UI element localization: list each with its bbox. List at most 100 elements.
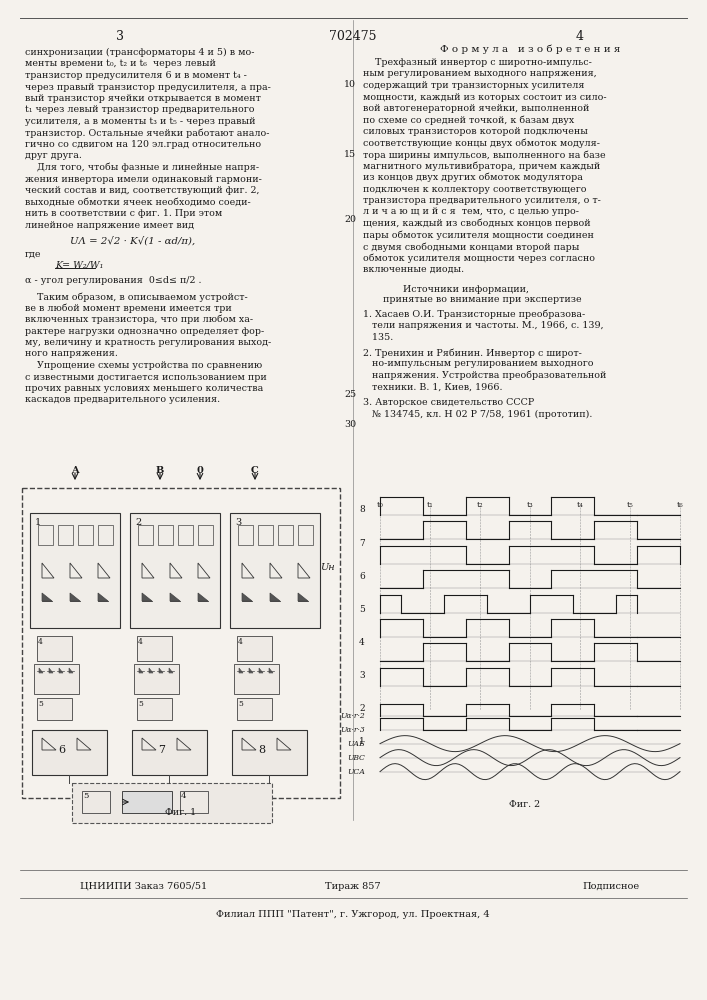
- Text: ным регулированием выходного напряжения,: ным регулированием выходного напряжения,: [363, 70, 597, 79]
- Bar: [234, 664, 279, 694]
- Text: 2. Тренихин и Рябинин. Инвертор с широт-: 2. Тренихин и Рябинин. Инвертор с широт-: [363, 348, 582, 358]
- Text: 5: 5: [238, 700, 243, 708]
- Polygon shape: [198, 593, 208, 601]
- Text: 4: 4: [138, 638, 143, 646]
- Bar: [34, 664, 79, 694]
- Text: Филиал ППП "Патент", г. Ужгород, ул. Проектная, 4: Филиал ППП "Патент", г. Ужгород, ул. Про…: [216, 910, 490, 919]
- Polygon shape: [142, 593, 152, 601]
- Text: прочих равных условиях меньшего количества: прочих равных условиях меньшего количест…: [25, 384, 263, 393]
- Text: 15: 15: [344, 150, 356, 159]
- Polygon shape: [298, 563, 310, 578]
- Text: 702475: 702475: [329, 30, 377, 43]
- Text: 10: 10: [344, 80, 356, 89]
- Text: щения, каждый из свободных концов первой: щения, каждый из свободных концов первой: [363, 219, 590, 229]
- Text: t₀: t₀: [377, 501, 383, 509]
- Text: выходные обмотки ячеек необходимо соеди-: выходные обмотки ячеек необходимо соеди-: [25, 198, 251, 207]
- Bar: [230, 513, 320, 628]
- Bar: [130, 513, 220, 628]
- Bar: [278, 525, 293, 545]
- Text: 1: 1: [359, 737, 365, 746]
- Text: 5: 5: [38, 700, 43, 708]
- Polygon shape: [177, 738, 191, 750]
- Polygon shape: [242, 593, 252, 601]
- Text: ве в любой момент времени имеется три: ве в любой момент времени имеется три: [25, 304, 232, 313]
- Text: с двумя свободными концами второй пары: с двумя свободными концами второй пары: [363, 242, 579, 251]
- Text: магнитного мультивибратора, причем каждый: магнитного мультивибратора, причем кажды…: [363, 161, 600, 171]
- Bar: [137, 698, 172, 720]
- Bar: [78, 525, 93, 545]
- Text: соответствующие концы двух обмоток модуля-: соответствующие концы двух обмоток модул…: [363, 138, 600, 148]
- Text: 1. Хасаев О.И. Транзисторные преобразова-: 1. Хасаев О.И. Транзисторные преобразова…: [363, 310, 585, 319]
- Text: линейное напряжение имеет вид: линейное напряжение имеет вид: [25, 221, 194, 230]
- Bar: [198, 525, 213, 545]
- Polygon shape: [42, 738, 56, 750]
- Text: Uн: Uн: [320, 564, 335, 572]
- Text: нить в соответствии с фиг. 1. При этом: нить в соответствии с фиг. 1. При этом: [25, 209, 222, 218]
- Text: ческий состав и вид, соответствующий фиг. 2,: ческий состав и вид, соответствующий фиг…: [25, 186, 259, 195]
- Text: Ф о р м у л а   и з о б р е т е н и я: Ф о р м у л а и з о б р е т е н и я: [440, 45, 620, 54]
- Polygon shape: [170, 563, 182, 578]
- Polygon shape: [170, 593, 180, 601]
- Text: t₄: t₄: [577, 501, 583, 509]
- Text: из концов двух других обмоток модулятора: из концов двух других обмоток модулятора: [363, 173, 583, 182]
- Text: техники. В. 1, Киев, 1966.: техники. В. 1, Киев, 1966.: [363, 382, 503, 391]
- Bar: [258, 525, 273, 545]
- Bar: [37, 698, 72, 720]
- Bar: [134, 664, 179, 694]
- Text: 30: 30: [344, 420, 356, 429]
- Bar: [32, 730, 107, 775]
- Text: синхронизации (трансформаторы 4 и 5) в мо-: синхронизации (трансформаторы 4 и 5) в м…: [25, 48, 255, 57]
- Text: 5: 5: [138, 700, 143, 708]
- Text: принятые во внимание при экспертизе: принятые во внимание при экспертизе: [383, 296, 582, 304]
- Text: A: A: [71, 466, 78, 475]
- Text: 7: 7: [158, 745, 165, 755]
- Text: 2: 2: [135, 518, 141, 527]
- Text: Таким образом, в описываемом устройст-: Таким образом, в описываемом устройст-: [25, 292, 247, 302]
- Text: транзистор предусилителя 6 и в момент t₄ -: транзистор предусилителя 6 и в момент t₄…: [25, 71, 247, 80]
- Text: содержащий три транзисторных усилителя: содержащий три транзисторных усилителя: [363, 81, 585, 90]
- Text: Трехфазный инвертор с широтно-импульс-: Трехфазный инвертор с широтно-импульс-: [363, 58, 592, 67]
- Text: Подписное: Подписное: [583, 882, 640, 891]
- Polygon shape: [169, 668, 173, 673]
- Text: Источники информации,: Источники информации,: [403, 284, 529, 294]
- Text: 6: 6: [59, 745, 66, 755]
- Text: Тираж 857: Тираж 857: [325, 882, 381, 891]
- Text: Фиг. 1: Фиг. 1: [165, 808, 197, 817]
- Bar: [58, 525, 73, 545]
- Text: с известными достигается использованием при: с известными достигается использованием …: [25, 372, 267, 381]
- Text: усилителя, а в моменты t₃ и t₅ - через правый: усилителя, а в моменты t₃ и t₅ - через п…: [25, 117, 255, 126]
- Bar: [37, 636, 72, 661]
- Polygon shape: [139, 668, 143, 673]
- Text: UСА: UСА: [347, 768, 365, 776]
- Text: 5: 5: [83, 792, 88, 800]
- Bar: [238, 525, 253, 545]
- Text: вой автогенераторной ячейки, выполненной: вой автогенераторной ячейки, выполненной: [363, 104, 590, 113]
- Text: № 134745, кл. Н 02 Р 7/58, 1961 (прототип).: № 134745, кл. Н 02 Р 7/58, 1961 (прототи…: [363, 410, 592, 419]
- Polygon shape: [269, 668, 273, 673]
- Text: C: C: [251, 466, 259, 475]
- Text: 5: 5: [359, 605, 365, 614]
- Polygon shape: [42, 593, 52, 601]
- Text: тора ширины импульсов, выполненного на базе: тора ширины импульсов, выполненного на б…: [363, 150, 606, 159]
- Polygon shape: [242, 738, 256, 750]
- Bar: [158, 525, 173, 545]
- Bar: [38, 525, 53, 545]
- Polygon shape: [242, 563, 254, 578]
- Text: 135.: 135.: [363, 332, 393, 342]
- Text: 7: 7: [359, 539, 365, 548]
- Bar: [30, 513, 120, 628]
- Text: t₁ через левый транзистор предварительного: t₁ через левый транзистор предварительно…: [25, 105, 255, 114]
- Text: через правый транзистор предусилителя, а пра-: через правый транзистор предусилителя, а…: [25, 83, 271, 92]
- Polygon shape: [198, 563, 210, 578]
- Polygon shape: [42, 563, 54, 578]
- Text: ного напряжения.: ного напряжения.: [25, 350, 118, 359]
- Bar: [178, 525, 193, 545]
- Text: Упрощение схемы устройства по сравнению: Упрощение схемы устройства по сравнению: [25, 361, 262, 370]
- Polygon shape: [70, 593, 80, 601]
- Polygon shape: [49, 668, 53, 673]
- Text: K= W₂/W₁: K= W₂/W₁: [55, 260, 103, 269]
- Bar: [98, 525, 113, 545]
- Polygon shape: [59, 668, 63, 673]
- Text: транзистор. Остальные ячейки работают анало-: транзистор. Остальные ячейки работают ан…: [25, 128, 269, 138]
- Text: 20: 20: [344, 215, 356, 224]
